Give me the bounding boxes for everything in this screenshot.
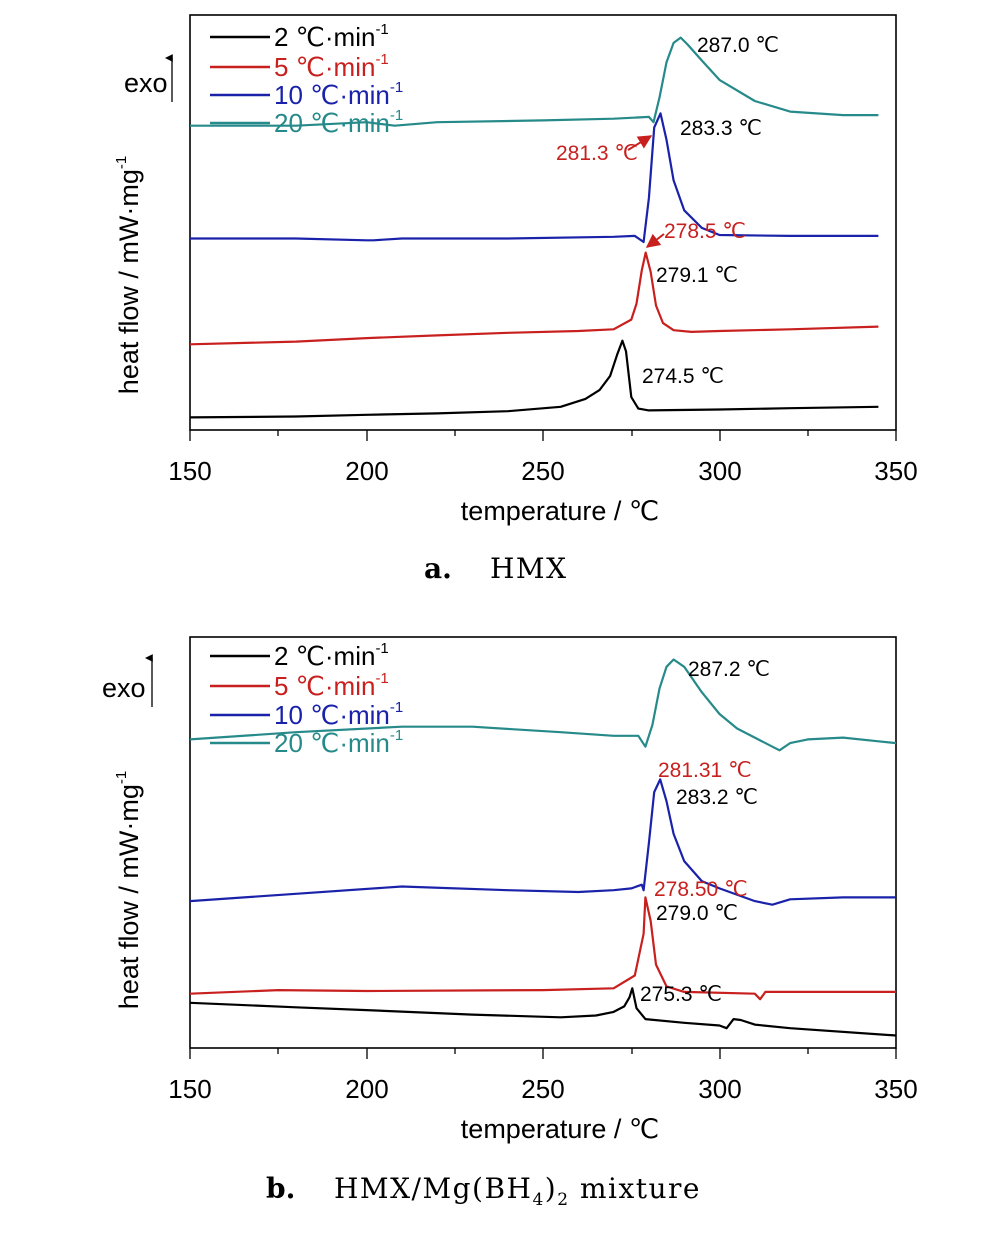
onset-arrow: [627, 135, 653, 151]
peak-annotations: 287.2 ℃ 281.31 ℃ 283.2 ℃ 278.50 ℃ 279.0 …: [640, 658, 770, 1006]
peak-annotation: 275.3 ℃: [640, 983, 722, 1006]
series-line: [189, 987, 897, 1037]
peak-annotation: 283.3 ℃: [680, 117, 762, 140]
svg-text:2 ℃·min-1: 2 ℃·min-1: [274, 640, 389, 671]
legend-item: 10 ℃·min-1: [210, 699, 403, 730]
svg-text:10 ℃·min-1: 10 ℃·min-1: [274, 79, 403, 110]
onset-annotation: 281.3 ℃: [556, 142, 638, 165]
onset-annotation: 278.50 ℃: [654, 878, 748, 901]
onset-annotation: 281.31 ℃: [658, 759, 752, 782]
caption-text: HMX/Mg(BH4)2 mixture: [334, 1172, 701, 1210]
x-axis-label: temperature / ℃: [461, 1114, 659, 1144]
onset-annotation: 278.5 ℃: [664, 220, 746, 243]
onset-arrow: [645, 233, 665, 248]
panel-b: 150 200 250 300 350 temperature / ℃ heat…: [102, 636, 918, 1210]
svg-text:5 ℃·min-1: 5 ℃·min-1: [274, 670, 389, 701]
y-axis-label: heat flow / mW·mg-1: [113, 156, 144, 394]
peak-annotations: 287.0 ℃ 283.3 ℃ 281.3 ℃ 278.5 ℃ 279.1 ℃ …: [556, 34, 779, 388]
legend-item: 10 ℃·min-1: [210, 79, 403, 110]
x-tick-label: 300: [698, 456, 741, 486]
x-tick-label: 200: [345, 1074, 388, 1104]
legend-item: 5 ℃·min-1: [210, 670, 389, 701]
exo-label: exo: [102, 673, 146, 703]
series-line: [190, 36, 879, 127]
x-axis: 150 200 250 300 350 temperature / ℃: [168, 1048, 918, 1144]
exo-indicator: exo: [124, 54, 173, 102]
series-line: [189, 251, 879, 346]
caption-a: a. HMX: [424, 552, 568, 585]
peak-annotation: 279.0 ℃: [656, 902, 738, 925]
series-line: [190, 112, 879, 244]
legend: 2 ℃·min-1 5 ℃·min-1 10 ℃·min-1 20 ℃·min-…: [210, 21, 403, 138]
x-tick-label: 350: [874, 1074, 917, 1104]
svg-text:5 ℃·min-1: 5 ℃·min-1: [274, 51, 389, 82]
y-axis-label-group: heat flow / mW·mg-1: [113, 771, 144, 1009]
x-tick-label: 150: [168, 1074, 211, 1104]
legend-item: 5 ℃·min-1: [210, 51, 389, 82]
caption-text: HMX: [490, 552, 568, 585]
series-line: [189, 896, 896, 1001]
legend: 2 ℃·min-1 5 ℃·min-1 10 ℃·min-1 20 ℃·min-…: [210, 640, 403, 758]
legend-item: 2 ℃·min-1: [210, 21, 389, 52]
series-group: [189, 658, 897, 1037]
peak-annotation: 283.2 ℃: [676, 786, 758, 809]
x-tick-label: 300: [698, 1074, 741, 1104]
caption-letter: b.: [266, 1172, 295, 1205]
caption-letter: a.: [424, 552, 452, 585]
svg-text:2 ℃·min-1: 2 ℃·min-1: [274, 21, 389, 52]
series-line: [189, 658, 897, 752]
series-line: [189, 339, 879, 419]
x-tick-label: 350: [874, 456, 917, 486]
x-tick-label: 250: [521, 456, 564, 486]
peak-annotation: 287.0 ℃: [697, 34, 779, 57]
exo-indicator: exo: [102, 654, 153, 707]
peak-annotation: 279.1 ℃: [656, 264, 738, 287]
x-axis: 150 200 250 300 350 temperature / ℃: [168, 430, 918, 526]
x-axis-label: temperature / ℃: [461, 496, 659, 526]
y-axis-label-group: heat flow / mW·mg-1: [113, 156, 144, 394]
x-tick-label: 150: [168, 456, 211, 486]
x-tick-label: 250: [521, 1074, 564, 1104]
peak-annotation: 287.2 ℃: [688, 658, 770, 681]
x-tick-label: 200: [345, 456, 388, 486]
svg-text:10 ℃·min-1: 10 ℃·min-1: [274, 699, 403, 730]
exo-label: exo: [124, 68, 168, 98]
y-axis-label: heat flow / mW·mg-1: [113, 771, 144, 1009]
series-group: [189, 36, 879, 419]
series-line: [189, 778, 896, 906]
legend-item: 2 ℃·min-1: [210, 640, 389, 671]
panel-a: 150 200 250 300 350 temperature / ℃ heat…: [113, 14, 918, 585]
peak-annotation: 274.5 ℃: [642, 365, 724, 388]
caption-b: b. HMX/Mg(BH4)2 mixture: [266, 1172, 701, 1210]
